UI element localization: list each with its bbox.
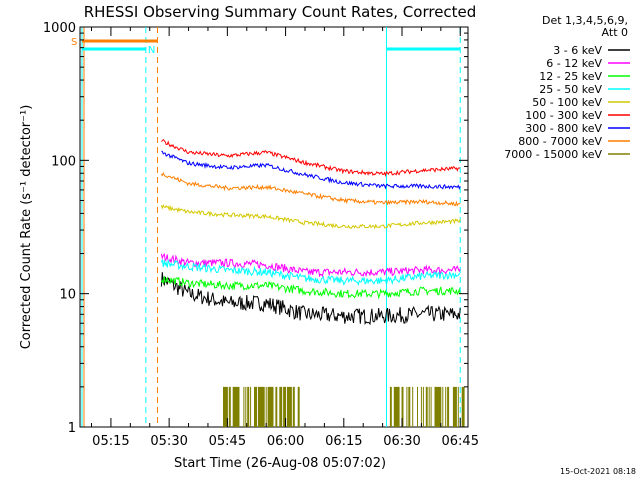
x-axis-label: Start Time (26-Aug-08 05:07:02) — [174, 456, 386, 471]
flag-label: N — [148, 45, 155, 56]
y-tick-label: 1000 — [43, 21, 76, 36]
x-tick-label: 06:30 — [383, 434, 420, 449]
legend-label: 12 - 25 keV — [539, 70, 602, 83]
legend-label: 50 - 100 keV — [532, 96, 602, 109]
x-tick-label: 06:45 — [442, 434, 479, 449]
legend-label: 7000 - 15000 keV — [504, 148, 602, 161]
legend-label: 25 - 50 keV — [539, 83, 602, 96]
legend-header-1: Det 1,3,4,5,6,9, — [542, 14, 628, 27]
y-axis-label: Corrected Count Rate (s⁻¹ detector⁻¹) — [19, 105, 34, 350]
x-tick-label: 05:30 — [150, 434, 187, 449]
x-tick-label: 06:00 — [267, 434, 304, 449]
x-tick-label: 05:15 — [92, 434, 129, 449]
x-tick-label: 06:15 — [325, 434, 362, 449]
flag-bars: SN — [71, 37, 158, 56]
plot-area — [79, 26, 469, 428]
x-tick-label: 05:45 — [209, 434, 246, 449]
y-axis: 1 10 100 1000 — [43, 21, 468, 436]
x-axis: 05:15 05:30 05:45 06:00 06:15 06:30 06:45 — [91, 27, 479, 449]
legend-label: 800 - 7000 keV — [518, 135, 602, 148]
series-line — [160, 258, 461, 287]
series-line — [223, 386, 465, 427]
y-tick-label: 100 — [51, 154, 76, 169]
legend-label: 100 - 300 keV — [525, 109, 602, 122]
chart-title: RHESSI Observing Summary Count Rates, Co… — [84, 3, 477, 21]
flag-label: S — [71, 37, 77, 48]
legend-header-2: Att 0 — [602, 26, 628, 39]
y-tick-label: 1 — [68, 421, 76, 436]
series-line — [160, 252, 461, 278]
series-line — [161, 138, 461, 178]
time-markers — [81, 27, 461, 427]
series-line — [160, 276, 461, 300]
series-line — [160, 204, 461, 230]
timestamp: 15-Oct-2021 08:18 — [560, 467, 636, 476]
series-layer — [160, 138, 465, 427]
y-tick-label: 10 — [59, 288, 76, 303]
series-line — [161, 150, 461, 190]
legend-label: 3 - 6 keV — [553, 44, 602, 57]
legend-label: 6 - 12 keV — [546, 57, 602, 70]
plot-frame — [79, 26, 469, 428]
legend-label: 300 - 800 keV — [525, 122, 602, 135]
series-line — [160, 171, 461, 207]
series-line — [160, 272, 461, 326]
